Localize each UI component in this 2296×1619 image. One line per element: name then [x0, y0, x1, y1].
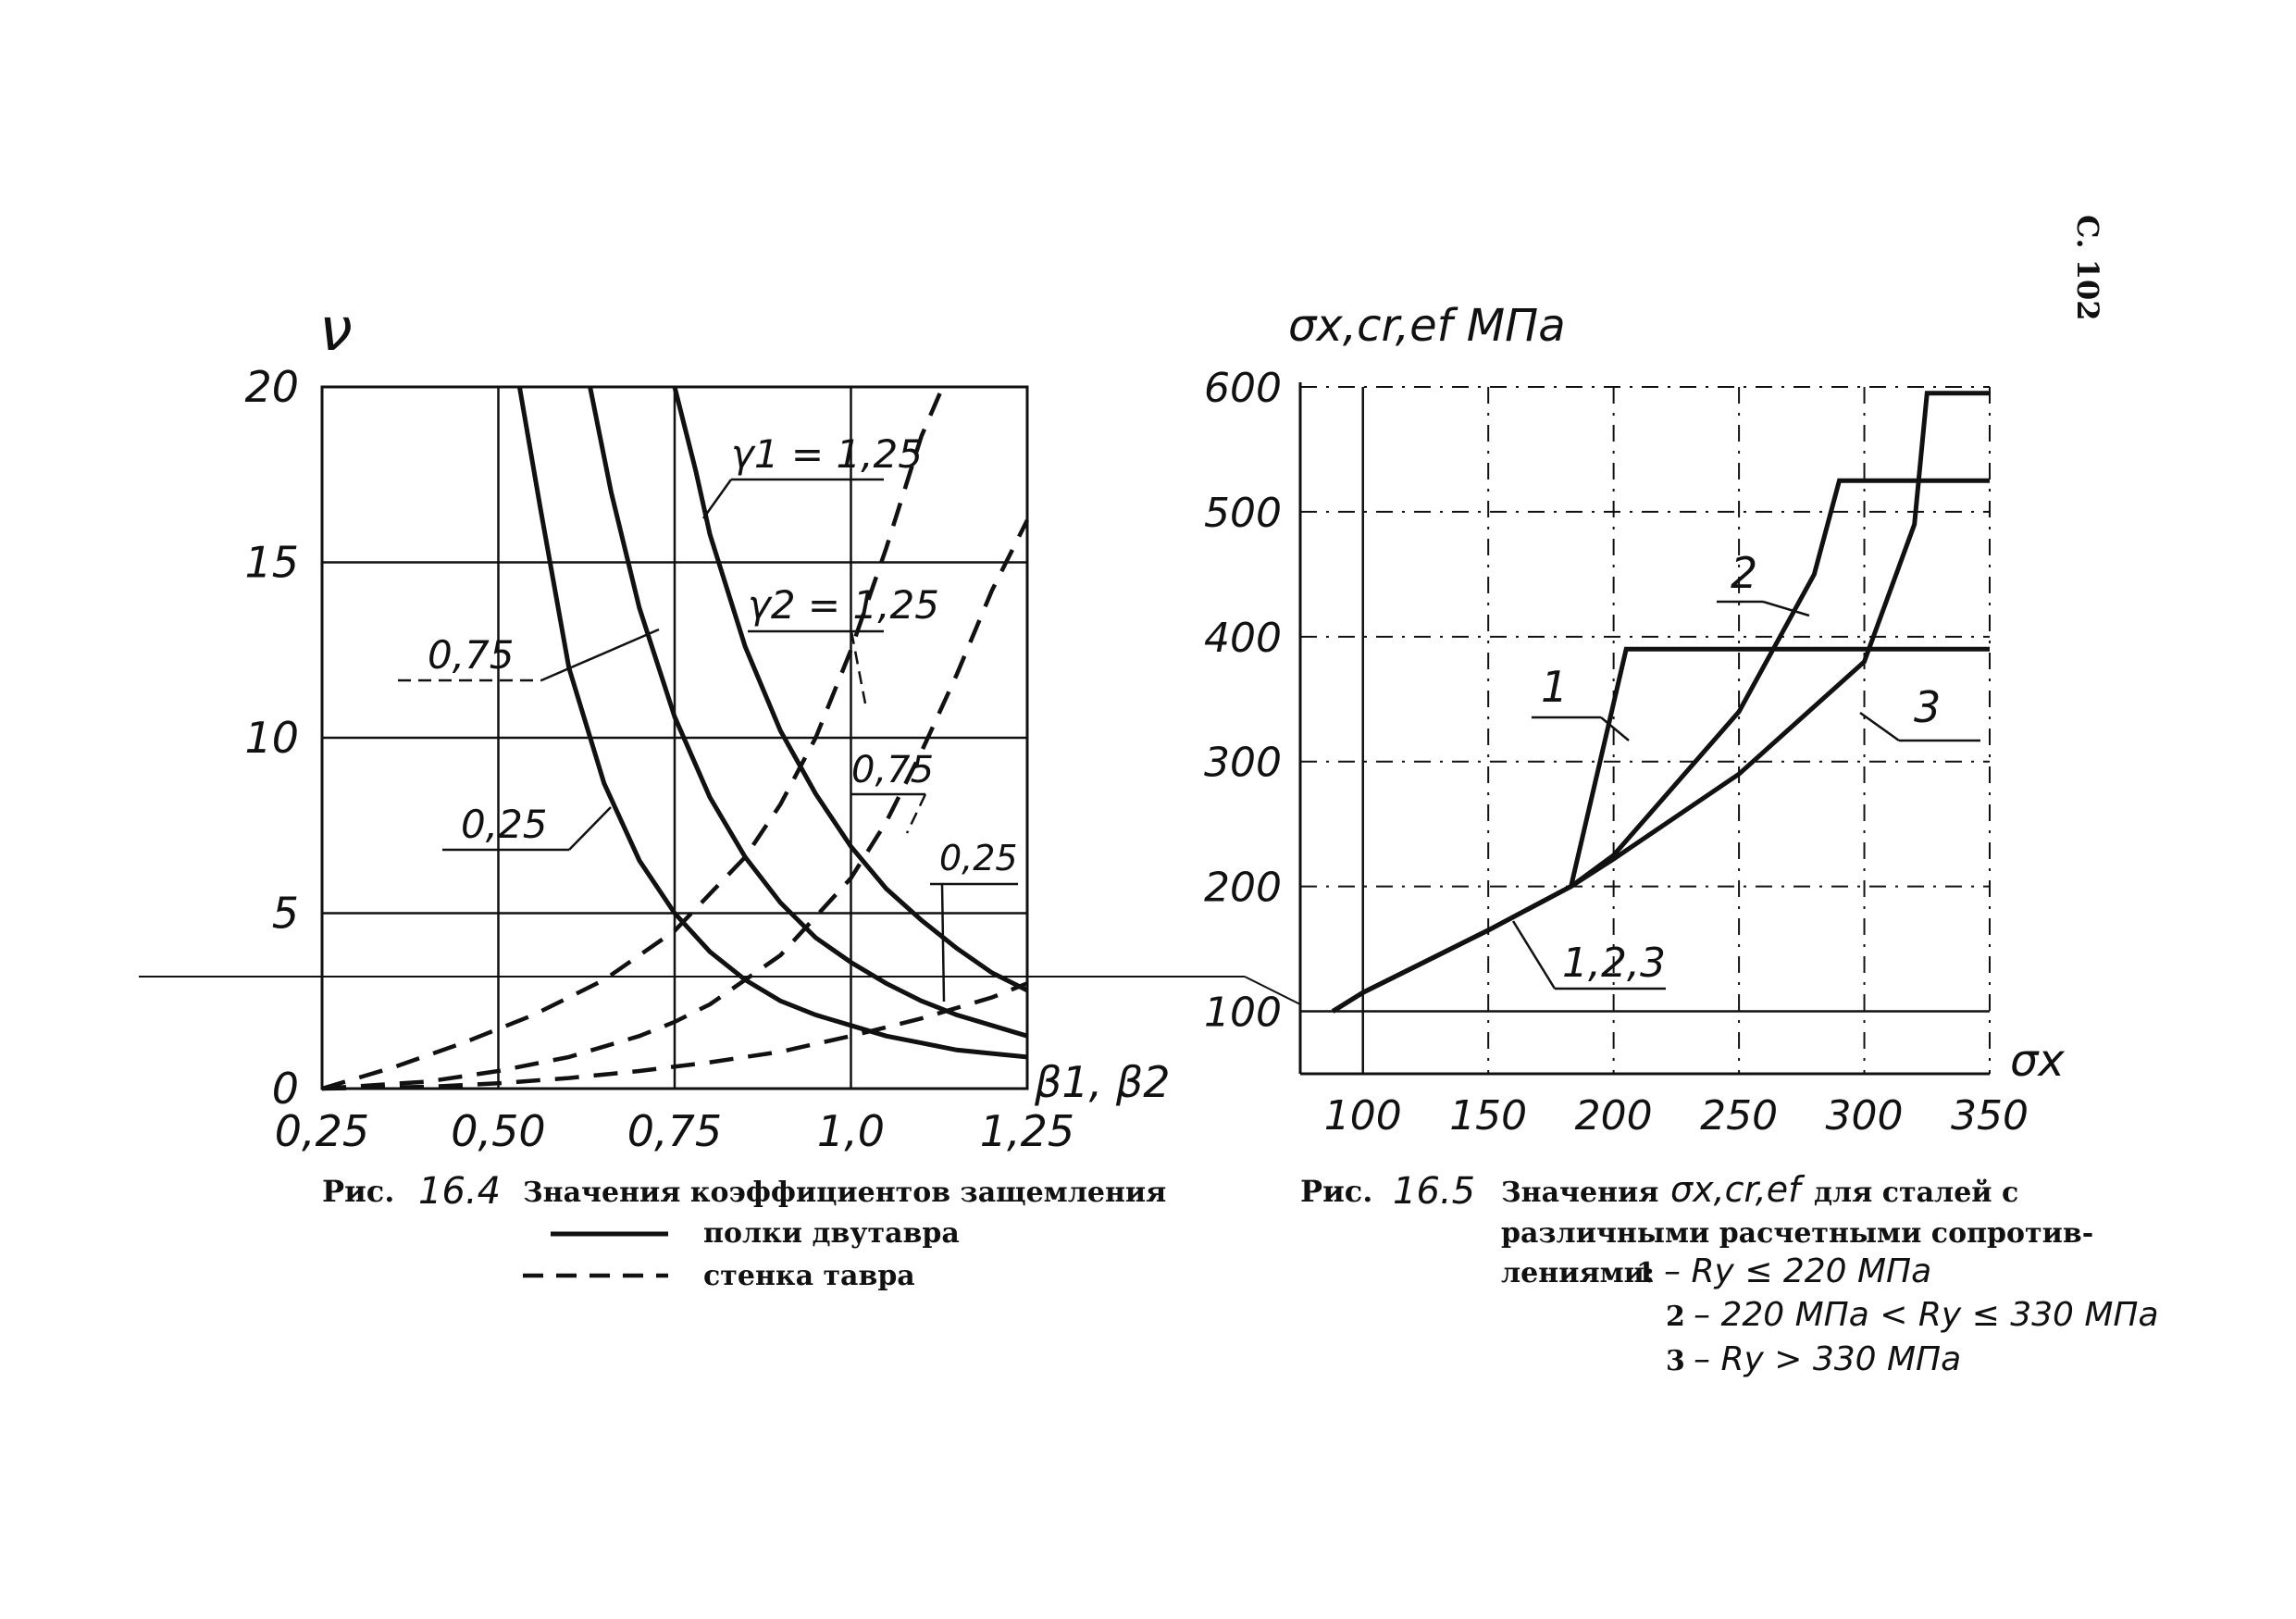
x-tick-label: 0,75	[627, 1106, 722, 1156]
x-axis-label: σx	[2010, 1035, 2065, 1087]
y-tick-label: 600	[1204, 365, 1282, 412]
label-dash-075: 0,75	[851, 749, 934, 791]
y-tick-label: 400	[1204, 615, 1282, 662]
x-tick-label: 250	[1700, 1092, 1778, 1140]
x-tick-label: 1,0	[817, 1106, 885, 1156]
x-tick-label: 0,25	[275, 1106, 369, 1156]
leader-gamma2	[850, 630, 867, 704]
series-line-solid	[588, 386, 1028, 1039]
tick-labels: 100 150 200 250 300 350 100 200 300 400 500 600	[1204, 365, 2029, 1140]
caption-title-before: Значения	[1501, 1177, 1658, 1209]
y-tick-label: 100	[1204, 990, 1282, 1037]
x-tick-label: 1,25	[980, 1106, 1074, 1156]
caption-item-3-text: – Ry > 330 МПа	[1694, 1340, 1961, 1378]
series-layer	[1331, 391, 1990, 1014]
legend-label-solid: полки двутавра	[703, 1217, 960, 1250]
leader-curve-1	[1600, 716, 1630, 741]
series-line-solid	[516, 386, 1028, 1060]
label-curve-3: 3	[1914, 682, 1941, 732]
series-line-3	[1331, 391, 1990, 1014]
caption-prefix: Рис.	[322, 1174, 394, 1209]
x-tick-label: 350	[1951, 1092, 2029, 1140]
label-curve-2: 2	[1731, 548, 1757, 598]
gridlines	[322, 387, 1027, 1089]
caption-item-2-num: 2	[1666, 1301, 1685, 1333]
series-layer	[321, 386, 1030, 1091]
caption-number: 16.4	[418, 1170, 501, 1213]
label-gamma2: γ2 = 1,25	[748, 582, 939, 628]
leader-dash-025	[940, 883, 946, 1003]
caption-symbol: σx,cr,ef	[1670, 1169, 1806, 1210]
series-line-dashed	[321, 386, 945, 1091]
leader-curve-2	[1762, 600, 1810, 617]
page-number: С. 102	[2070, 215, 2105, 321]
gridlines	[1298, 382, 1991, 1076]
series-line-2	[1331, 478, 1990, 1014]
caption-line-3-prefix: лениями:	[1501, 1257, 1655, 1289]
label-gamma1: γ1 = 1,25	[731, 431, 923, 477]
scan-line-end	[1244, 976, 1301, 1005]
leader-solid-025	[568, 806, 612, 851]
label-solid-075: 0,75	[428, 632, 515, 678]
caption-item-1-text: – Ry ≤ 220 МПа	[1664, 1252, 1931, 1290]
caption-title-after: для сталей с	[1814, 1177, 2018, 1209]
caption-title: Значения коэффициентов защемления	[523, 1177, 1166, 1209]
y-tick-label: 200	[1204, 865, 1282, 912]
caption-item-2-text: – 220 МПа < Ry ≤ 330 МПа	[1694, 1296, 2159, 1334]
leader-dash-075	[905, 793, 927, 834]
y-tick-label: 5	[272, 889, 299, 939]
caption-item-1-num: 1	[1636, 1257, 1656, 1289]
label-curve-1: 1	[1541, 662, 1568, 712]
caption-prefix: Рис.	[1300, 1174, 1372, 1209]
y-tick-label: 15	[244, 538, 299, 588]
tick-labels: 0,25 0,50 0,75 1,0 1,25 0 5 10 15 20	[244, 362, 1074, 1156]
y-tick-label: 10	[244, 713, 299, 763]
caption-number: 16.5	[1393, 1170, 1475, 1213]
label-solid-025: 0,25	[461, 802, 548, 847]
x-axis-label: β1, β2	[1034, 1057, 1171, 1107]
caption-line-2: различными расчетными сопротив-	[1501, 1217, 2093, 1250]
x-tick-label: 300	[1826, 1092, 1904, 1140]
series-line-solid	[672, 386, 1029, 993]
label-curve-123: 1,2,3	[1562, 940, 1666, 987]
y-tick-label: 300	[1204, 740, 1282, 787]
caption-item-3-num: 3	[1666, 1345, 1685, 1377]
series-line-dashed	[321, 518, 1030, 1091]
leader-solid-075	[540, 628, 660, 682]
leader-curve-3	[1859, 711, 1900, 742]
y-axis-label: ν	[319, 296, 353, 365]
y-tick-label: 20	[244, 362, 299, 412]
x-tick-label: 200	[1575, 1092, 1653, 1140]
legend-label-dashed: стенка тавра	[703, 1260, 915, 1292]
y-axis-label: σx,cr,ef МПа	[1288, 300, 1566, 352]
x-tick-label: 0,50	[451, 1106, 545, 1156]
chart-fig-16-4: 0,25 0,50 0,75 1,0 1,25 0 5 10 15 20 ν β1, β2 γ1 …	[244, 296, 1170, 1292]
chart-fig-16-5: 100 150 200 250 300 350 100 200 300 400 500 600 σx,…	[1204, 300, 2159, 1378]
y-tick-label: 0	[272, 1064, 299, 1114]
leader-gamma1	[701, 479, 733, 519]
label-dash-025: 0,25	[939, 838, 1018, 878]
y-tick-label: 500	[1204, 490, 1282, 537]
x-tick-label: 150	[1449, 1092, 1527, 1140]
leader-curve-123	[1511, 920, 1557, 990]
series-line-dashed	[321, 981, 1028, 1091]
x-tick-label: 100	[1324, 1092, 1402, 1140]
